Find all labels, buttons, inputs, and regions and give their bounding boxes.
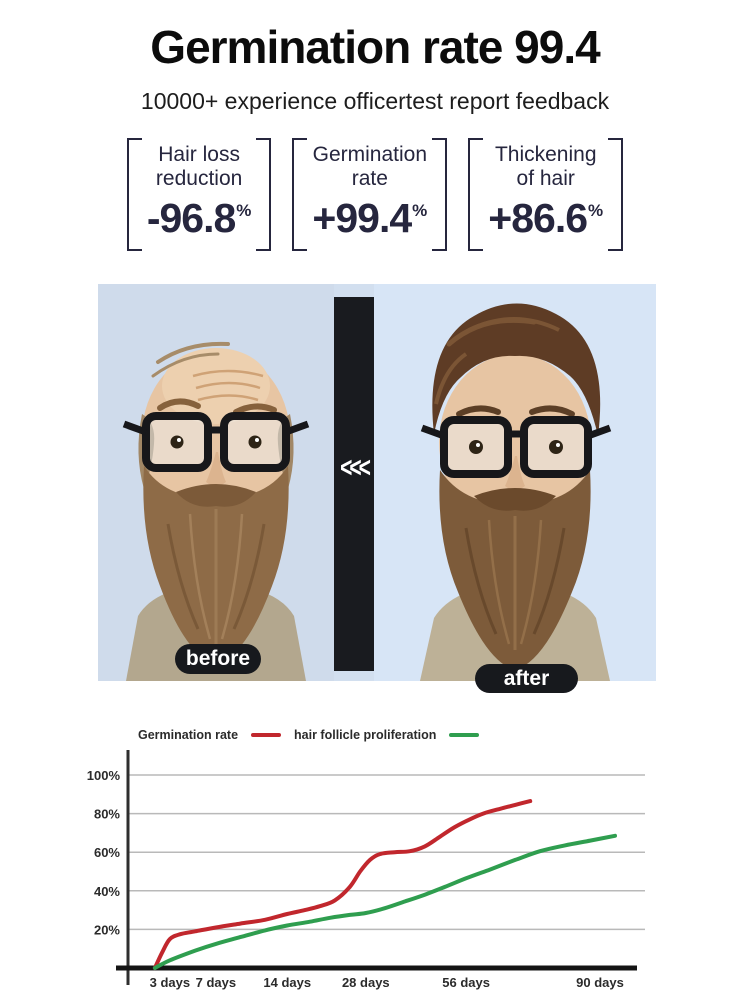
stat-label-line2: rate — [351, 167, 388, 190]
page-title: Germination rate 99.4 — [150, 21, 600, 73]
svg-text:7 days: 7 days — [196, 975, 236, 990]
before-badge: before — [175, 644, 261, 674]
stat-label-line1: Hair loss — [158, 143, 240, 166]
svg-text:3 days: 3 days — [150, 975, 190, 990]
stat-label-line1: Germination — [312, 143, 428, 166]
after-man-illustration — [420, 303, 612, 681]
svg-text:90 days: 90 days — [576, 975, 624, 990]
chart-legend: Germination rate hair follicle prolifera… — [138, 728, 480, 742]
stat-unit: % — [236, 201, 252, 220]
chart-plot-area: 100% 80% 60% 40% 20% 3 days 7 days 14 days 28 da… — [87, 750, 645, 990]
page-subtitle: 10000+ experience officertest report fee… — [140, 88, 610, 114]
stat-label-line1: Thickening — [494, 143, 597, 166]
stat-value: +86.6 — [488, 195, 588, 241]
growth-chart: 100% 80% 60% 40% 20% 3 days 7 days 14 days 28 da… — [0, 700, 750, 1000]
stat-value: -96.8 — [146, 195, 236, 241]
legend-swatch-red — [251, 733, 282, 737]
stat-value: +99.4 — [312, 195, 412, 241]
before-man-illustration — [122, 341, 310, 681]
stat-thickening-of-hair: Thickening of hair +86.6% — [468, 138, 624, 251]
stat-unit: % — [588, 201, 604, 220]
svg-text:56 days: 56 days — [442, 975, 490, 990]
before-after-photo: <<< before after — [98, 284, 656, 693]
after-badge: after — [475, 664, 578, 693]
svg-text:14 days: 14 days — [263, 975, 311, 990]
stat-hair-loss-reduction: Hair loss reduction -96.8% — [126, 138, 272, 251]
legend-swatch-green — [449, 733, 480, 737]
stat-germination-rate: Germination rate +99.4% — [292, 138, 448, 251]
svg-text:28 days: 28 days — [342, 975, 390, 990]
legend-label-hair-follicle: hair follicle proliferation — [294, 728, 437, 742]
stat-label-line2: reduction — [155, 167, 243, 190]
svg-text:60%: 60% — [94, 845, 120, 860]
stat-unit: % — [412, 201, 428, 220]
svg-text:20%: 20% — [94, 922, 120, 937]
legend-label-germination-rate: Germination rate — [138, 728, 239, 742]
stat-label-line2: of hair — [516, 167, 575, 190]
divider-bar: <<< — [334, 297, 374, 671]
svg-text:100%: 100% — [87, 768, 121, 783]
stats-row: Hair loss reduction -96.8% Germination r… — [0, 138, 750, 251]
left-chevrons-icon: <<< — [340, 452, 371, 484]
svg-text:80%: 80% — [94, 807, 120, 822]
svg-text:40%: 40% — [94, 884, 120, 899]
